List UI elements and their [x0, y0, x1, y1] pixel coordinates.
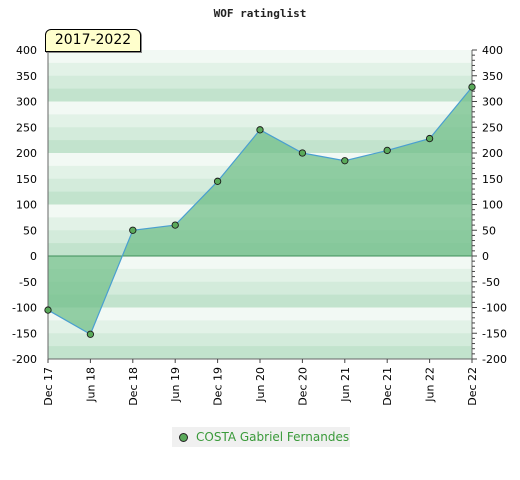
y-axis-right: 400 350 300 250 200 150 100 50 0 -50 -100 -150 -200: [482, 44, 507, 366]
background-band: [48, 50, 472, 64]
y-tick-label-left: 150: [16, 173, 37, 186]
legend-label: COSTA Gabriel Fernandes: [196, 430, 350, 444]
x-tick-label: Jun 19: [169, 367, 182, 403]
y-tick-label-left: 300: [16, 96, 37, 109]
y-tick-label-right: -150: [482, 327, 507, 340]
y-tick-label-left: 350: [16, 70, 37, 83]
x-tick-label: Dec 22: [466, 367, 479, 406]
y-tick-label-left: 250: [16, 121, 37, 134]
background-band: [48, 320, 472, 334]
chart-title: WOF ratinglist: [214, 7, 307, 20]
background-band: [48, 75, 472, 90]
x-tick-label: Dec 20: [296, 367, 309, 406]
x-tick-label: Dec 17: [42, 367, 55, 406]
data-point[interactable]: [256, 126, 264, 134]
background-band: [48, 333, 472, 347]
x-tick-label: Dec 21: [381, 367, 394, 406]
data-point[interactable]: [425, 134, 434, 143]
legend[interactable]: COSTA Gabriel Fernandes: [172, 427, 350, 447]
y-tick-label-left: -50: [19, 276, 37, 289]
y-tick-label-right: 350: [482, 70, 503, 83]
y-tick-label-left: -150: [12, 327, 37, 340]
series-markers: [44, 83, 476, 338]
y-tick-label-right: 200: [482, 147, 503, 160]
data-point[interactable]: [171, 221, 179, 229]
x-tick-label: Dec 18: [127, 367, 140, 406]
y-tick-label-left: 100: [16, 199, 37, 212]
data-point[interactable]: [213, 177, 222, 185]
x-tick-label: Jun 18: [84, 367, 97, 403]
y-tick-label-left: -200: [12, 353, 37, 366]
background-band: [48, 346, 472, 360]
data-point[interactable]: [298, 149, 307, 157]
y-tick-label-right: 150: [482, 173, 503, 186]
background-band: [48, 256, 472, 270]
background-band: [48, 114, 472, 128]
y-tick-label-right: 50: [482, 224, 496, 237]
background-band: [48, 62, 472, 77]
background-band: [48, 281, 472, 296]
period-label: 2017-2022: [45, 29, 141, 52]
y-tick-label-right: 300: [482, 96, 503, 109]
background-band: [48, 101, 472, 115]
data-point[interactable]: [341, 157, 349, 165]
y-tick-label-left: 50: [23, 224, 37, 237]
background-band: [48, 294, 472, 308]
data-point[interactable]: [383, 146, 391, 155]
y-tick-label-left: 0: [30, 250, 37, 263]
x-axis: Dec 17 Jun 18 Dec 18 Jun 19 Dec 19 Jun 20 Dec …: [42, 359, 479, 406]
x-tick-label: Jun 20: [254, 367, 267, 403]
y-tick-label-right: -50: [482, 276, 500, 289]
x-tick-label: Jun 21: [339, 367, 352, 403]
y-tick-label-right: 250: [482, 121, 503, 134]
y-tick-label-right: 0: [482, 250, 489, 263]
background-band: [48, 268, 472, 283]
y-axis-left: 400 350 300 250 200 150 100 50 0 -50 -100 -150 -200: [12, 44, 37, 366]
y-tick-label-right: 100: [482, 199, 503, 212]
legend-marker: [179, 432, 188, 442]
y-tick-label-left: -100: [12, 302, 37, 315]
y-tick-label-left: 400: [16, 44, 37, 57]
x-tick-label: Jun 22: [424, 367, 437, 403]
data-point[interactable]: [129, 226, 137, 234]
data-point[interactable]: [468, 83, 476, 91]
y-tick-label-right: -200: [482, 353, 507, 366]
background-band: [48, 307, 472, 321]
data-point[interactable]: [44, 306, 52, 314]
series-area-fill: [48, 87, 472, 335]
y-tick-label-right: -100: [482, 302, 507, 315]
data-point[interactable]: [86, 330, 95, 338]
y-tick-label-right: 400: [482, 44, 503, 57]
background-band: [48, 88, 472, 102]
x-tick-label: Dec 19: [212, 367, 225, 406]
y-tick-label-left: 200: [16, 147, 37, 160]
